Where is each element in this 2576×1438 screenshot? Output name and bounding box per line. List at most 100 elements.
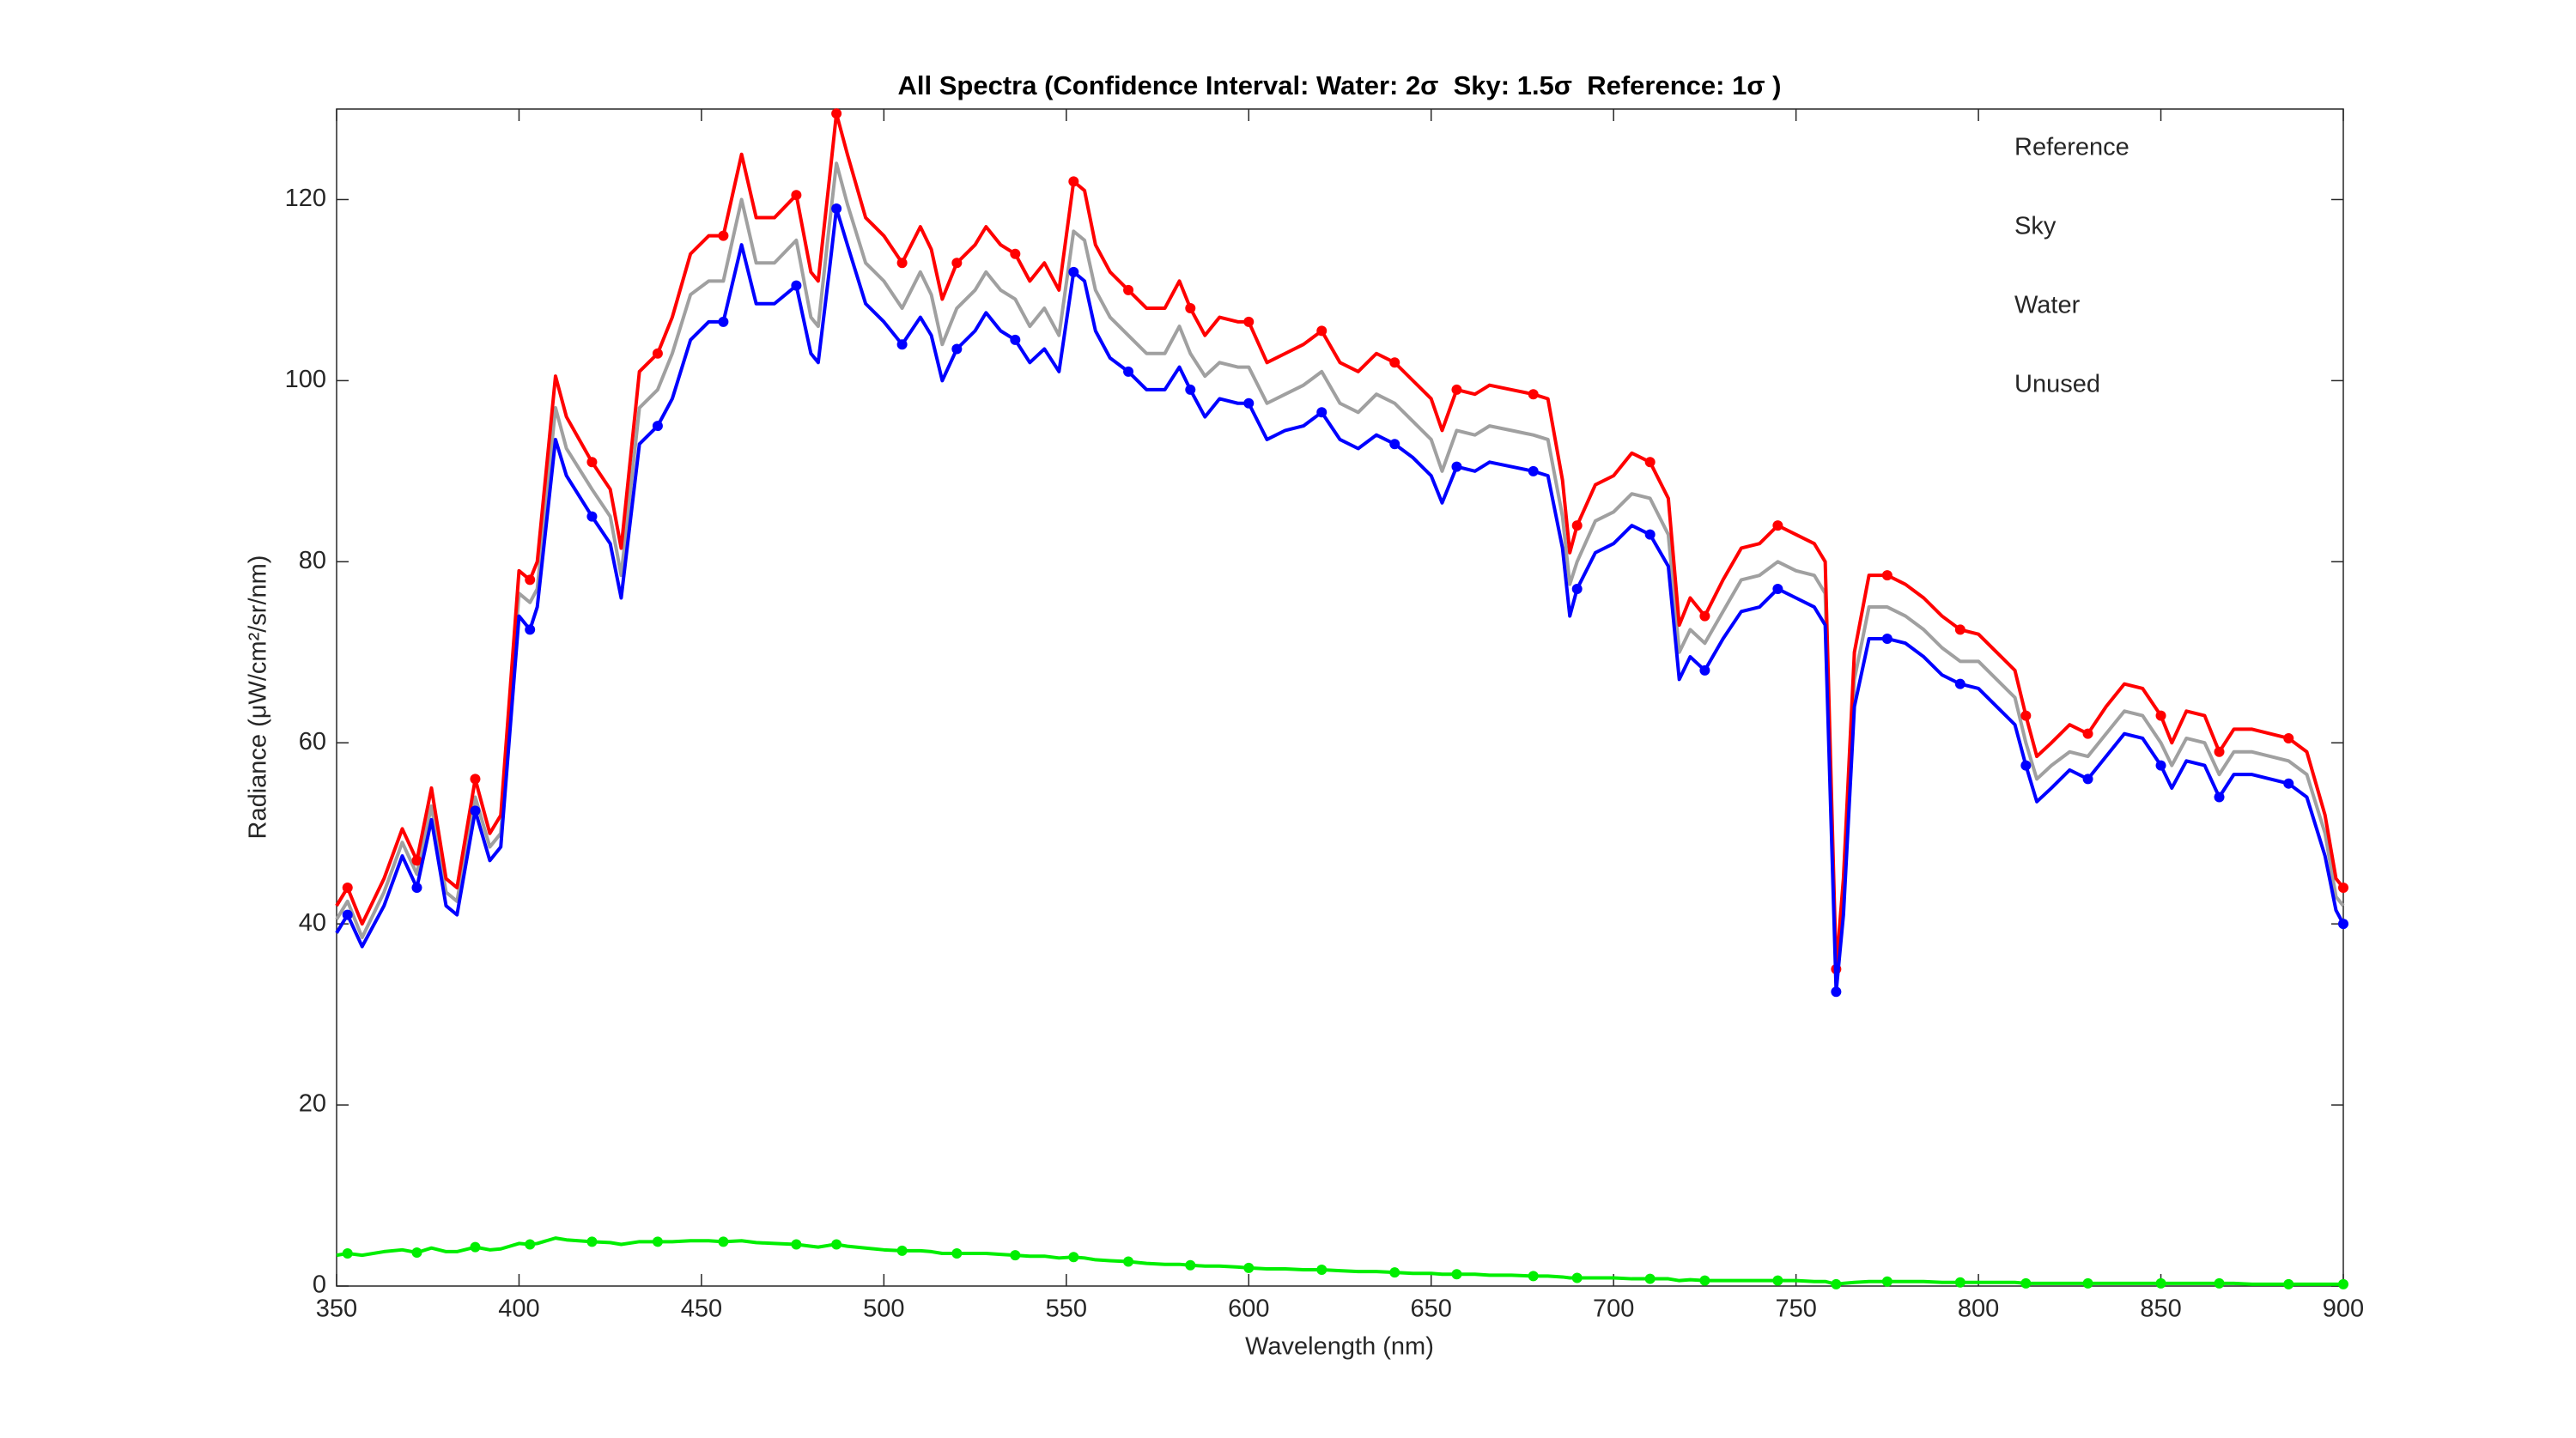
x-tick-label: 850 (2140, 1295, 2181, 1323)
series-marker (2214, 746, 2225, 757)
series-marker (1831, 986, 1842, 998)
x-tick-label: 550 (1046, 1295, 1087, 1323)
series-marker (652, 421, 663, 432)
legend-label: Water (2014, 292, 2081, 319)
series-marker (1699, 664, 1710, 676)
series-marker (1881, 570, 1893, 581)
series-marker (1451, 461, 1462, 472)
series-marker (2082, 728, 2093, 739)
legend-label: Sky (2014, 213, 2057, 240)
chart-title: All Spectra (Confidence Interval: Water:… (898, 70, 1782, 100)
series-marker (1185, 1259, 1196, 1271)
series-marker (831, 203, 842, 215)
series-marker (1954, 1277, 1965, 1288)
series-marker (586, 511, 598, 522)
series-marker (525, 574, 536, 586)
series-marker (1010, 334, 1021, 345)
series-marker (1010, 248, 1021, 259)
series-marker (2020, 1277, 2032, 1289)
y-axis-label: Radiance (μW/cm²/sr/nm) (245, 555, 272, 840)
y-tick-label: 0 (313, 1271, 326, 1299)
y-tick-label: 80 (299, 547, 326, 574)
series-marker (2082, 1277, 2093, 1289)
series-line (335, 161, 2345, 985)
series-marker (951, 258, 963, 269)
x-tick-label: 400 (498, 1295, 539, 1323)
series-marker (831, 1239, 842, 1250)
series-marker (470, 805, 481, 816)
y-tick-label: 20 (299, 1090, 326, 1118)
series-marker (1123, 284, 1134, 295)
series-marker (652, 1236, 663, 1247)
x-tick-label: 900 (2323, 1295, 2364, 1323)
y-tick-label: 60 (299, 728, 326, 755)
series-marker (1123, 1256, 1134, 1267)
series-marker (2155, 760, 2166, 771)
series-marker (1954, 624, 1965, 635)
series-marker (2338, 1278, 2348, 1289)
series-marker (1389, 1267, 1400, 1278)
x-tick-label: 350 (316, 1295, 357, 1323)
series-marker (1010, 1250, 1021, 1261)
x-tick-label: 750 (1775, 1295, 1816, 1323)
series-marker (1185, 303, 1196, 314)
series-marker (2214, 1277, 2225, 1289)
x-tick-label: 500 (863, 1295, 904, 1323)
series-marker (525, 624, 536, 635)
series-marker (1644, 529, 1656, 540)
series-marker (1068, 266, 1079, 277)
series-marker (470, 774, 481, 785)
series-marker (2338, 882, 2348, 893)
y-tick-label: 40 (299, 909, 326, 937)
x-tick-label: 700 (1593, 1295, 1634, 1323)
y-tick-label: 100 (285, 366, 326, 393)
series-marker (2338, 919, 2348, 930)
series-marker (2283, 778, 2294, 789)
plot-area (336, 108, 2344, 1287)
series-marker (586, 457, 598, 468)
series-marker (1316, 325, 1327, 337)
series-marker (1451, 1269, 1462, 1280)
series-marker (1772, 583, 1783, 594)
series-marker (1699, 1275, 1710, 1286)
x-tick-label: 800 (1958, 1295, 1999, 1323)
series-marker (791, 280, 802, 291)
series-marker (342, 882, 353, 893)
x-tick-label: 450 (681, 1295, 722, 1323)
series-marker (342, 909, 353, 920)
series-marker (1068, 1252, 1079, 1263)
series-marker (1772, 520, 1783, 531)
series-marker (342, 1248, 353, 1259)
series-marker (1571, 1272, 1583, 1283)
series-marker (896, 1245, 908, 1256)
series-marker (2020, 710, 2032, 721)
series-marker (1954, 678, 1965, 689)
series-marker (586, 1236, 598, 1247)
series-marker (1389, 357, 1400, 368)
series-marker (411, 882, 422, 893)
series-marker (1123, 366, 1134, 377)
series-marker (1881, 1276, 1893, 1287)
series-marker (411, 855, 422, 866)
series-marker (2283, 732, 2294, 743)
series-marker (1644, 457, 1656, 468)
series-marker (1451, 384, 1462, 395)
series-marker (831, 108, 842, 119)
series-marker (1699, 610, 1710, 622)
series-marker (2283, 1278, 2294, 1289)
series-marker (1644, 1273, 1656, 1284)
series-marker (791, 190, 802, 201)
series-marker (1528, 389, 1539, 400)
series-marker (411, 1247, 422, 1258)
x-tick-label: 600 (1228, 1295, 1269, 1323)
series-marker (2155, 710, 2166, 721)
series-marker (1772, 1275, 1783, 1286)
series-marker (1389, 439, 1400, 450)
series-marker (1881, 633, 1893, 644)
series-marker (1831, 1278, 1842, 1289)
x-tick-label: 650 (1411, 1295, 1452, 1323)
series-marker (2155, 1277, 2166, 1289)
series-marker (1528, 1271, 1539, 1282)
series-marker (1185, 384, 1196, 395)
